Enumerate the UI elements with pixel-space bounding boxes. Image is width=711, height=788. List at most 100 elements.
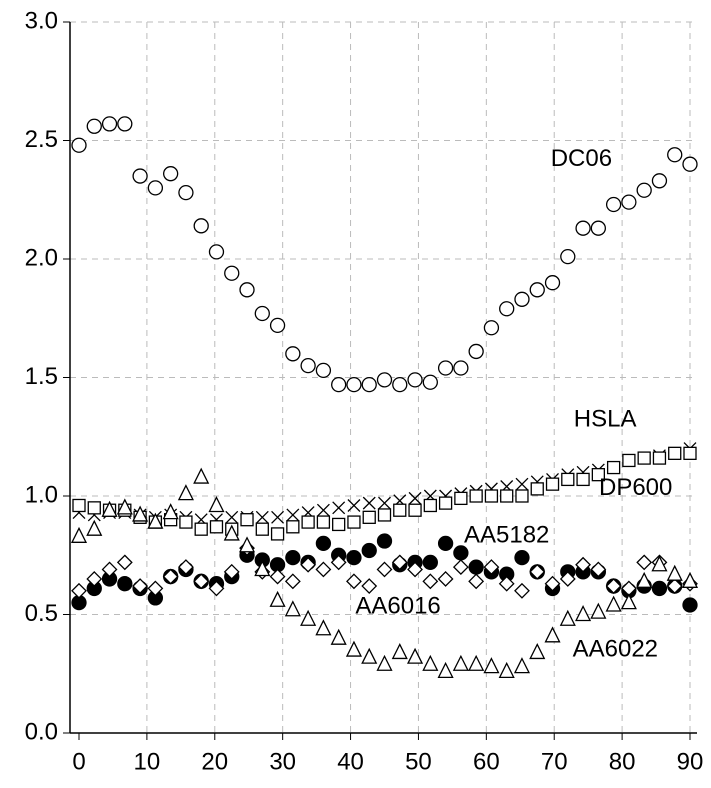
point bbox=[254, 305, 270, 322]
point bbox=[162, 568, 179, 585]
point bbox=[681, 571, 699, 588]
point bbox=[240, 513, 254, 527]
x-tick-label: 90 bbox=[677, 748, 704, 775]
point bbox=[529, 282, 545, 298]
point bbox=[422, 573, 439, 590]
point bbox=[407, 372, 423, 388]
point bbox=[500, 489, 514, 503]
point bbox=[378, 496, 391, 510]
point bbox=[515, 477, 529, 491]
point bbox=[376, 561, 393, 578]
point bbox=[255, 510, 269, 524]
series-label: AA6016 bbox=[355, 593, 440, 620]
point bbox=[407, 561, 423, 578]
point bbox=[346, 573, 362, 590]
point bbox=[316, 515, 331, 529]
point bbox=[116, 554, 133, 571]
point bbox=[330, 554, 347, 571]
x-tick-label: 30 bbox=[269, 748, 296, 775]
point bbox=[316, 503, 330, 517]
point bbox=[208, 244, 225, 260]
point bbox=[422, 654, 439, 671]
point bbox=[468, 654, 485, 671]
point bbox=[606, 460, 621, 475]
point bbox=[498, 575, 515, 592]
point bbox=[86, 519, 103, 536]
point bbox=[147, 580, 164, 597]
point bbox=[361, 647, 378, 664]
point bbox=[70, 526, 88, 543]
point bbox=[346, 549, 362, 566]
point bbox=[331, 376, 347, 393]
point bbox=[437, 360, 454, 376]
point bbox=[636, 182, 652, 198]
point bbox=[682, 597, 698, 613]
point bbox=[391, 642, 408, 660]
point bbox=[362, 496, 376, 510]
point bbox=[361, 542, 377, 559]
point bbox=[71, 137, 87, 153]
point bbox=[238, 536, 256, 553]
point bbox=[667, 147, 683, 163]
point bbox=[666, 564, 683, 581]
point bbox=[513, 657, 531, 674]
point bbox=[117, 576, 133, 592]
point bbox=[86, 571, 103, 587]
point bbox=[683, 446, 697, 460]
point bbox=[116, 498, 133, 515]
point bbox=[315, 619, 332, 636]
point bbox=[178, 184, 194, 201]
point bbox=[177, 484, 194, 501]
y-tick-label: 2.5 bbox=[25, 126, 58, 153]
point bbox=[591, 468, 605, 482]
point bbox=[652, 451, 667, 465]
point bbox=[590, 602, 607, 619]
point bbox=[286, 508, 300, 522]
point bbox=[515, 489, 529, 503]
point bbox=[408, 503, 422, 517]
point bbox=[101, 116, 118, 132]
point bbox=[193, 573, 210, 590]
point bbox=[422, 554, 438, 571]
point bbox=[437, 661, 454, 679]
point bbox=[483, 559, 500, 576]
point bbox=[590, 220, 606, 236]
x-tick-label: 50 bbox=[405, 748, 432, 775]
point bbox=[668, 446, 682, 460]
point bbox=[483, 657, 500, 674]
point bbox=[162, 503, 179, 520]
point bbox=[193, 467, 210, 484]
point bbox=[452, 559, 469, 576]
point bbox=[315, 362, 332, 379]
point bbox=[284, 600, 301, 617]
point bbox=[576, 472, 590, 487]
point bbox=[498, 661, 515, 679]
point bbox=[544, 575, 561, 592]
point bbox=[147, 512, 164, 529]
point bbox=[208, 580, 225, 597]
point bbox=[300, 556, 317, 573]
point bbox=[376, 533, 393, 549]
point bbox=[391, 554, 408, 571]
point bbox=[544, 275, 561, 291]
point bbox=[651, 580, 668, 597]
point bbox=[377, 508, 392, 522]
point bbox=[620, 593, 637, 610]
point bbox=[300, 357, 316, 374]
point bbox=[101, 500, 118, 517]
y-tick-label: 1.5 bbox=[25, 363, 58, 390]
point bbox=[254, 560, 271, 577]
point bbox=[437, 535, 454, 552]
point bbox=[284, 573, 301, 590]
point bbox=[422, 374, 438, 390]
point bbox=[132, 168, 148, 184]
point bbox=[208, 496, 225, 513]
point bbox=[269, 568, 286, 585]
point bbox=[560, 248, 576, 265]
point bbox=[392, 376, 408, 393]
point bbox=[347, 515, 361, 529]
point bbox=[255, 522, 269, 536]
point bbox=[514, 582, 530, 599]
point bbox=[468, 559, 484, 575]
point bbox=[637, 451, 651, 465]
